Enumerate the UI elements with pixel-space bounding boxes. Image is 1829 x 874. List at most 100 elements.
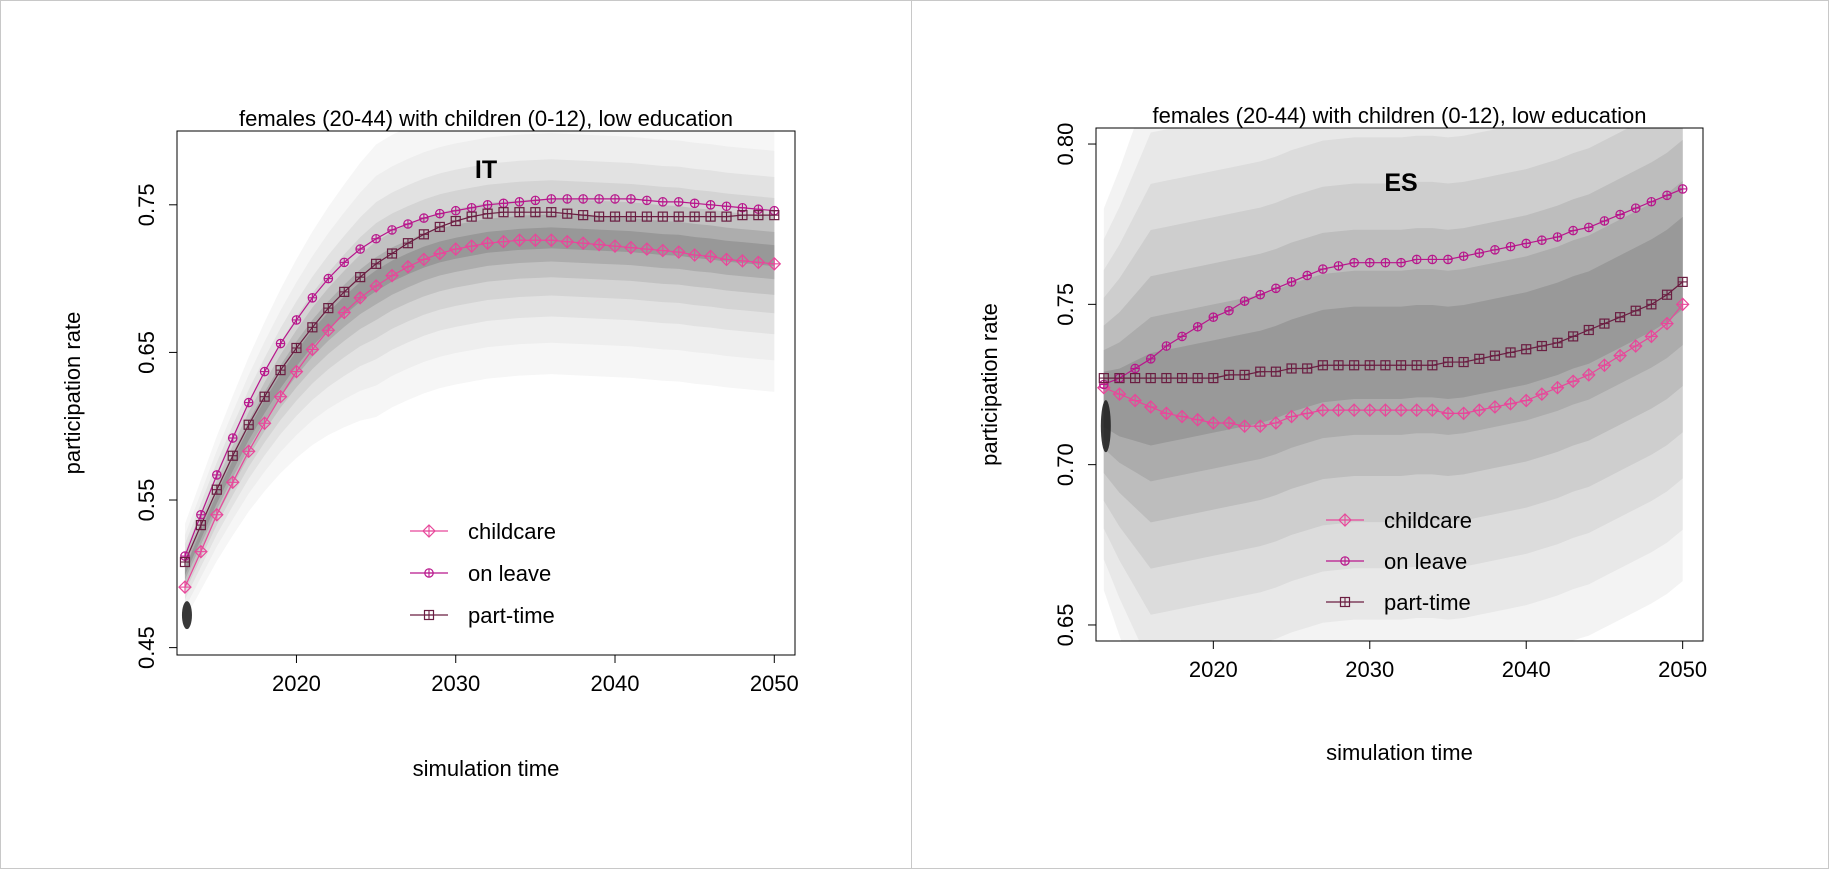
- data-point: [1286, 363, 1297, 374]
- data-point: [562, 208, 573, 219]
- legend: childcare on leave part-time: [1326, 508, 1472, 615]
- data-point: [528, 233, 543, 248]
- data-point: [1271, 283, 1281, 294]
- legend-label: on leave: [1384, 549, 1467, 574]
- data-point: [1458, 356, 1469, 368]
- data-point: [1644, 329, 1659, 344]
- data-point: [751, 255, 766, 270]
- y-tick-label: 0.45: [134, 626, 159, 669]
- data-point: [1284, 409, 1299, 424]
- data-point: [1112, 387, 1127, 401]
- data-point: [211, 484, 222, 495]
- data-point: [687, 248, 702, 262]
- x-tick-label: 2050: [750, 671, 799, 696]
- data-point: [1409, 403, 1424, 417]
- data-point: [482, 208, 493, 219]
- data-point: [673, 197, 684, 207]
- x-tick-label: 2040: [591, 671, 640, 696]
- data-point: [387, 225, 397, 235]
- density-band: [184, 227, 775, 576]
- data-point: [241, 444, 256, 459]
- data-point: [769, 210, 780, 221]
- data-point: [1333, 261, 1344, 271]
- data-point: [480, 236, 495, 251]
- data-point: [1490, 245, 1500, 255]
- data-point: [655, 243, 670, 258]
- data-point: [1458, 251, 1469, 262]
- x-tick-label: 2020: [1189, 657, 1238, 682]
- data-point: [1192, 372, 1203, 384]
- data-point: [1302, 363, 1313, 374]
- data-point: [1552, 232, 1563, 242]
- y-tick-label: 0.80: [1053, 123, 1078, 166]
- data-point: [1411, 360, 1422, 371]
- data-point: [1599, 318, 1610, 329]
- data-point: [1646, 299, 1657, 310]
- data-point: [1536, 340, 1547, 352]
- data-point: [1630, 203, 1641, 213]
- data-point: [609, 211, 621, 222]
- data-point: [1270, 366, 1282, 377]
- data-point: [1224, 305, 1234, 316]
- data-point: [1380, 360, 1391, 371]
- data-point: [721, 201, 732, 212]
- data-point: [1130, 363, 1140, 374]
- data-point: [1443, 254, 1453, 265]
- data-point: [289, 364, 304, 379]
- data-point: [689, 211, 700, 222]
- data-point: [435, 208, 445, 219]
- data-point: [610, 194, 620, 204]
- data-point: [1472, 403, 1487, 417]
- data-point: [450, 205, 461, 216]
- data-point: [544, 233, 559, 248]
- data-point: [1286, 277, 1297, 287]
- data-point: [1677, 184, 1688, 194]
- legend-label: on leave: [468, 561, 551, 586]
- data-point: [482, 200, 493, 210]
- data-point: [275, 365, 286, 376]
- data-point: [1237, 419, 1252, 434]
- data-point: [1456, 406, 1471, 421]
- data-point: [576, 236, 591, 251]
- data-point: [1597, 358, 1612, 373]
- data-point: [1364, 360, 1375, 371]
- data-point: [243, 397, 254, 408]
- data-point: [1521, 238, 1532, 249]
- data-point: [179, 556, 191, 568]
- chart-title: females (20-44) with children (0-12), lo…: [239, 106, 733, 131]
- data-point: [1583, 222, 1594, 233]
- data-point: [657, 211, 668, 222]
- data-point: [1255, 289, 1266, 300]
- data-point: [1145, 354, 1156, 364]
- y-tick-label: 0.75: [1053, 283, 1078, 326]
- data-point: [1315, 403, 1330, 417]
- data-point: [1660, 316, 1674, 331]
- data-point: [1521, 344, 1532, 355]
- data-point: [353, 290, 368, 305]
- data-point: [1583, 324, 1594, 336]
- data-point: [1331, 403, 1346, 417]
- legend-marker: [423, 609, 435, 621]
- data-point: [225, 475, 240, 490]
- x-tick-label: 2040: [1502, 657, 1551, 682]
- legend-label: part-time: [468, 603, 555, 628]
- legend-marker: [1340, 556, 1350, 566]
- data-point: [305, 342, 320, 357]
- data-point: [291, 342, 302, 354]
- data-point: [1161, 341, 1172, 351]
- data-point: [1239, 296, 1250, 306]
- chart-title: females (20-44) with children (0-12), lo…: [1152, 103, 1646, 128]
- chart-es: females (20-44) with children (0-12), lo…: [977, 103, 1707, 765]
- x-axis-title: simulation time: [1326, 740, 1473, 765]
- data-point: [496, 234, 511, 249]
- data-point: [401, 259, 415, 274]
- data-point: [719, 252, 734, 267]
- density-band: [1103, 216, 1683, 446]
- data-point: [1222, 416, 1236, 430]
- data-point: [737, 210, 748, 221]
- data-point: [402, 238, 414, 249]
- data-point: [1646, 196, 1657, 207]
- data-point: [385, 268, 399, 283]
- data-point: [418, 229, 429, 240]
- legend-marker: [422, 524, 436, 538]
